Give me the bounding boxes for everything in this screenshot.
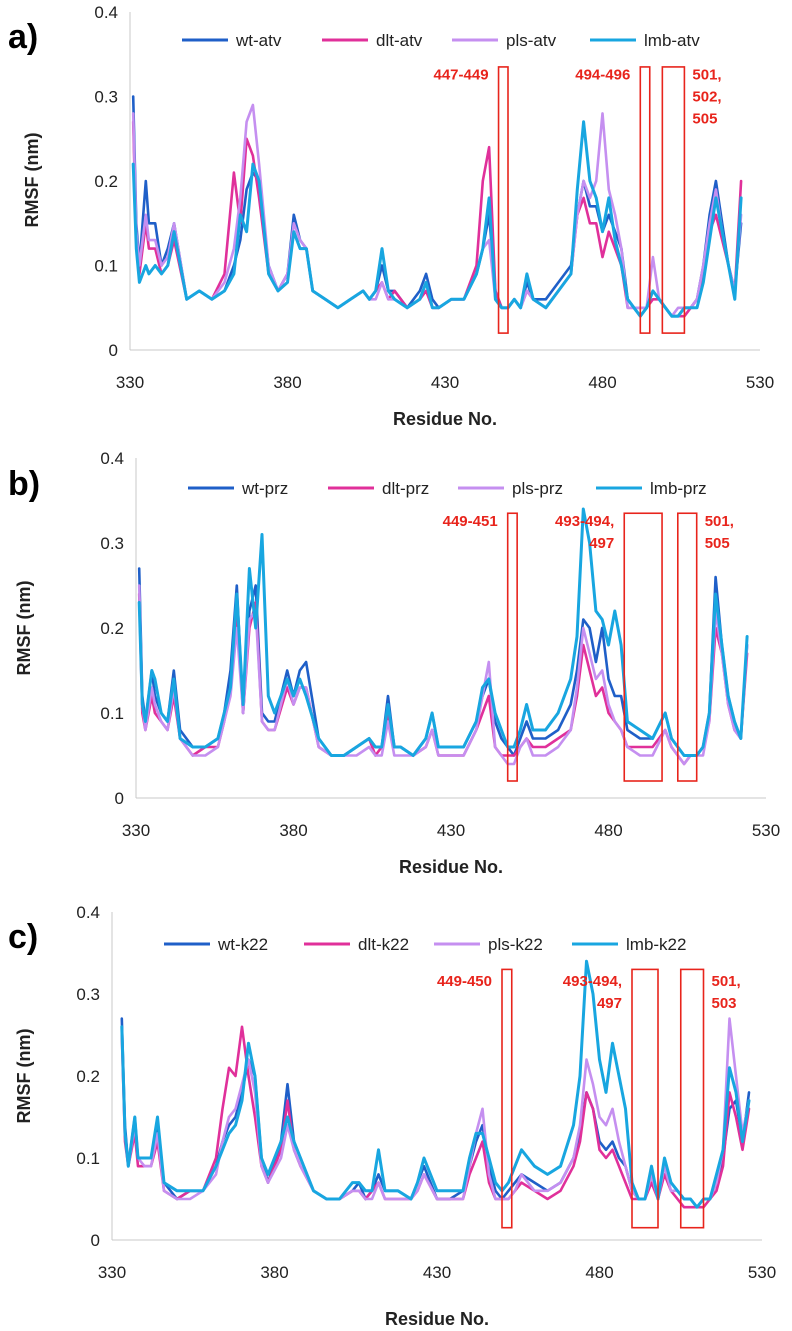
chart-panel-2: c) 0 0.1 0.2 0.3 0.4 330 380 430 480 530 Residue No… bbox=[8, 903, 776, 1329]
x-tick-label: 480 bbox=[594, 821, 622, 840]
x-tick-label: 430 bbox=[423, 1263, 451, 1282]
series-line-pls-prz bbox=[137, 584, 749, 766]
region-label: 497 bbox=[597, 995, 622, 1012]
legend-entry-lmb-k22: lmb-k22 bbox=[626, 935, 686, 954]
x-tick-label: 480 bbox=[588, 373, 616, 392]
region-label: 501, bbox=[712, 973, 741, 990]
y-tick-label: 0 bbox=[115, 789, 124, 808]
region-label: 502, bbox=[692, 89, 721, 106]
legend-entry-pls-k22: pls-k22 bbox=[488, 935, 543, 954]
region-label: 449-451 bbox=[443, 513, 498, 530]
y-axis-title: RMSF (nm) bbox=[14, 1029, 34, 1124]
panel-label: c) bbox=[8, 918, 38, 956]
region-label: 503 bbox=[712, 995, 737, 1012]
panel-label: a) bbox=[8, 18, 38, 56]
x-tick-label: 330 bbox=[122, 821, 150, 840]
chart-panel-1: b) 0 0.1 0.2 0.3 0.4 330 380 430 480 530 Residue No… bbox=[8, 449, 780, 877]
x-tick-label: 480 bbox=[585, 1263, 613, 1282]
x-tick-label: 380 bbox=[260, 1263, 288, 1282]
panel-label: b) bbox=[8, 465, 40, 503]
legend-entry-lmb-prz: lmb-prz bbox=[650, 479, 707, 498]
chart-panel-0: a) 0 0.1 0.2 0.3 0.4 330 380 430 480 530 Residue No… bbox=[8, 3, 774, 429]
x-axis-title: Residue No. bbox=[393, 409, 497, 429]
x-tick-label: 530 bbox=[746, 373, 774, 392]
legend-entry-wt-k22: wt-k22 bbox=[217, 935, 268, 954]
y-tick-label: 0 bbox=[109, 341, 118, 360]
y-tick-label: 0.1 bbox=[100, 704, 124, 723]
highlight-region-box bbox=[506, 512, 518, 782]
y-axis-title: RMSF (nm) bbox=[14, 581, 34, 676]
region-label: 449-450 bbox=[437, 973, 492, 990]
series-line-lmb-prz bbox=[137, 507, 749, 757]
y-tick-label: 0 bbox=[91, 1231, 100, 1250]
region-label: 493-494, bbox=[563, 973, 622, 990]
x-tick-label: 530 bbox=[752, 821, 780, 840]
highlight-region-box bbox=[497, 66, 509, 334]
legend-entry-wt-prz: wt-prz bbox=[241, 479, 288, 498]
highlight-region-box bbox=[639, 66, 651, 334]
highlight-region-box bbox=[676, 512, 698, 782]
x-tick-label: 530 bbox=[748, 1263, 776, 1282]
legend-entry-dlt-k22: dlt-k22 bbox=[358, 935, 409, 954]
x-tick-label: 330 bbox=[116, 373, 144, 392]
legend-entry-wt-atv: wt-atv bbox=[235, 31, 282, 50]
highlight-region-box bbox=[661, 66, 686, 334]
region-label: 501, bbox=[705, 513, 734, 530]
legend-entry-pls-atv: pls-atv bbox=[506, 31, 557, 50]
y-tick-label: 0.4 bbox=[76, 903, 100, 922]
x-tick-label: 330 bbox=[98, 1263, 126, 1282]
y-tick-label: 0.3 bbox=[100, 534, 124, 553]
y-tick-label: 0.3 bbox=[76, 985, 100, 1004]
y-tick-label: 0.4 bbox=[100, 449, 124, 468]
legend-entry-lmb-atv: lmb-atv bbox=[644, 31, 700, 50]
region-label: 493-494, bbox=[555, 513, 614, 530]
y-axis-title: RMSF (nm) bbox=[22, 133, 42, 228]
region-label: 505 bbox=[692, 111, 717, 128]
region-label: 501, bbox=[692, 67, 721, 84]
highlight-region-box bbox=[631, 968, 659, 1229]
region-label: 505 bbox=[705, 535, 730, 552]
x-axis-title: Residue No. bbox=[385, 1309, 489, 1329]
region-label: 447-449 bbox=[433, 67, 488, 84]
legend-entry-dlt-prz: dlt-prz bbox=[382, 479, 429, 498]
highlight-region-box bbox=[679, 968, 705, 1229]
y-tick-label: 0.4 bbox=[94, 3, 118, 22]
x-tick-label: 380 bbox=[273, 373, 301, 392]
region-label: 497 bbox=[589, 535, 614, 552]
x-tick-label: 380 bbox=[279, 821, 307, 840]
y-tick-label: 0.1 bbox=[94, 257, 118, 276]
y-tick-label: 0.2 bbox=[76, 1067, 100, 1086]
y-tick-label: 0.1 bbox=[76, 1149, 100, 1168]
region-label: 494-496 bbox=[575, 67, 630, 84]
series-line-lmb-k22 bbox=[120, 959, 751, 1209]
series-line-lmb-atv bbox=[131, 120, 743, 318]
series-line-wt-prz bbox=[137, 567, 749, 757]
x-tick-label: 430 bbox=[437, 821, 465, 840]
legend-entry-dlt-atv: dlt-atv bbox=[376, 31, 423, 50]
legend-entry-pls-prz: pls-prz bbox=[512, 479, 563, 498]
highlight-region-box bbox=[501, 968, 513, 1229]
y-tick-label: 0.2 bbox=[100, 619, 124, 638]
x-tick-label: 430 bbox=[431, 373, 459, 392]
y-tick-label: 0.2 bbox=[94, 172, 118, 191]
highlight-region-box bbox=[623, 512, 663, 782]
x-axis-title: Residue No. bbox=[399, 857, 503, 877]
y-tick-label: 0.3 bbox=[94, 88, 118, 107]
